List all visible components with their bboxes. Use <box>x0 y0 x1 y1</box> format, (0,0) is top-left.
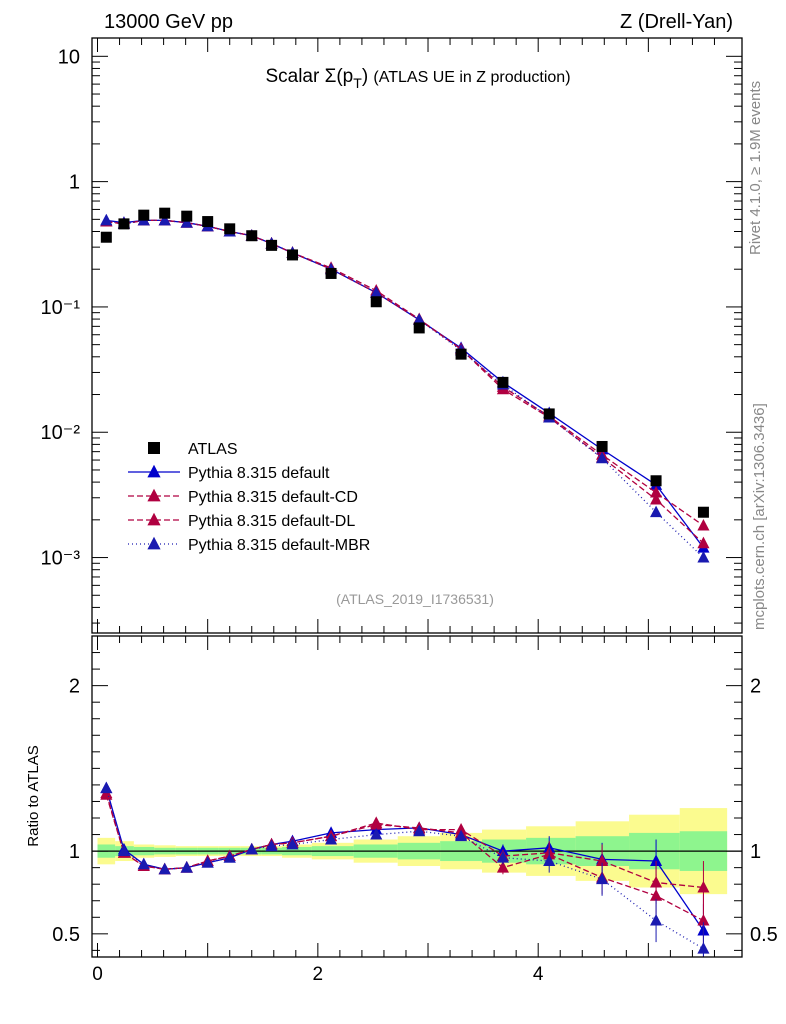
ratio-point-3 <box>455 829 468 842</box>
ratio-point-2 <box>370 818 383 830</box>
legend-label-1: Pythia 8.315 default-CD <box>188 489 358 506</box>
data-point <box>287 249 299 261</box>
series-point-3 <box>650 505 663 518</box>
ratio-point-3 <box>158 862 171 875</box>
main-y-tick-label: 10⁻¹ <box>41 297 81 319</box>
ratio-point-3 <box>543 854 556 866</box>
data-point <box>413 322 425 334</box>
ratio-point-3 <box>223 851 236 863</box>
series-point-3 <box>100 213 113 226</box>
data-point <box>138 209 150 221</box>
ratio-point-3 <box>100 781 113 794</box>
legend-marker-2 <box>147 512 161 526</box>
ratio-point-3 <box>496 851 509 863</box>
data-point <box>370 296 382 308</box>
chart-title: Scalar Σ(pT) (ATLAS UE in Z production) <box>265 66 570 91</box>
data-point <box>325 267 337 279</box>
ratio-point-3 <box>286 837 299 850</box>
x-tick-label: 2 <box>313 964 324 985</box>
legend-label-0: Pythia 8.315 default <box>188 465 330 482</box>
data-point <box>497 376 509 388</box>
data-point <box>202 216 214 228</box>
ratio-point-0 <box>650 854 663 866</box>
legend-label-data: ATLAS <box>188 441 238 458</box>
series-point-3 <box>370 286 383 298</box>
ratio-y-tick-label: 0.5 <box>52 924 80 946</box>
series-point-3 <box>413 313 426 325</box>
series-point-2 <box>650 493 663 505</box>
ratio-point-3 <box>325 832 338 845</box>
series-point-1 <box>697 518 710 531</box>
ratio-point-1 <box>697 880 710 893</box>
data-point <box>100 231 112 243</box>
ratio-y-tick-label: 2 <box>69 676 80 698</box>
ratio-point-3 <box>650 913 663 926</box>
series-point-3 <box>158 213 171 226</box>
data-point <box>224 223 236 235</box>
main-series-group <box>100 207 710 563</box>
data-point <box>650 475 662 487</box>
ratio-y-tick-label: 1 <box>69 841 80 863</box>
ratio-point-3 <box>245 842 258 855</box>
ratio-ylabel: Ratio to ATLAS <box>25 745 42 846</box>
ratio-point-3 <box>370 827 383 840</box>
legend: ATLAS Pythia 8.315 default Pythia 8.315 de… <box>128 441 370 554</box>
main-y-tick-label: 10⁻³ <box>41 548 81 570</box>
mcplots-label: mcplots.cern.ch [arXiv:1306.3436] <box>751 403 768 630</box>
legend-label-2: Pythia 8.315 default-DL <box>188 513 355 530</box>
legend-marker-3 <box>147 536 161 550</box>
data-point <box>455 348 467 360</box>
x-tick-label: 4 <box>533 964 544 985</box>
series-point-3 <box>596 451 609 464</box>
data-point <box>246 230 258 242</box>
header-left: 13000 GeV pp <box>104 11 233 33</box>
ratio-point-3 <box>697 942 710 954</box>
legend-marker-0 <box>147 464 161 478</box>
data-point <box>596 440 608 452</box>
ratio-point-3 <box>117 844 130 857</box>
ratio-point-3 <box>265 839 278 852</box>
data-point <box>159 207 171 219</box>
rivet-label: Rivet 4.1.0, ≥ 1.9M events <box>747 81 764 255</box>
ratio-y-tick-label-right: 1 <box>750 841 761 863</box>
series-line-3 <box>106 219 704 559</box>
main-y-tick-label: 1 <box>69 172 80 194</box>
plot-frames <box>91 37 743 958</box>
series-point-1 <box>650 485 663 498</box>
ratio-point-2 <box>496 861 509 873</box>
main-y-tick-label: 10 <box>58 46 80 68</box>
legend-marker-1 <box>147 488 161 502</box>
data-point <box>118 218 130 230</box>
ratio-series-group <box>100 781 710 957</box>
analysis-id: (ATLAS_2019_I1736531) <box>336 591 494 607</box>
ratio-point-3 <box>201 856 214 868</box>
legend-marker-data <box>148 442 160 454</box>
series-point-3 <box>697 550 710 563</box>
main-frame <box>91 37 743 634</box>
header-right: Z (Drell-Yan) <box>620 11 733 33</box>
ratio-point-2 <box>697 913 710 926</box>
ratio-point-3 <box>413 824 426 837</box>
data-point <box>543 408 555 420</box>
ratio-frame <box>91 635 743 958</box>
ratio-point-3 <box>180 861 193 873</box>
x-tick-label: 0 <box>92 964 103 985</box>
ratio-y-tick-label-right: 2 <box>750 676 761 698</box>
ratio-point-2 <box>650 889 663 901</box>
data-point <box>697 506 709 518</box>
series-point-2 <box>697 536 710 549</box>
data-point <box>181 210 193 222</box>
axes-ticks: 0 2 4 10 1 10⁻¹ 10⁻² 10⁻³ 2 2 1 1 0.5 0.5 <box>41 38 778 985</box>
ratio-point-3 <box>137 857 150 870</box>
ratio-point-1 <box>596 854 609 866</box>
data-point <box>266 239 278 251</box>
ratio-y-tick-label-right: 0.5 <box>750 924 778 946</box>
series-point-3 <box>180 216 193 228</box>
ratio-point-3 <box>596 872 609 885</box>
main-y-tick-label: 10⁻² <box>41 422 81 444</box>
legend-label-3: Pythia 8.315 default-MBR <box>188 537 370 554</box>
